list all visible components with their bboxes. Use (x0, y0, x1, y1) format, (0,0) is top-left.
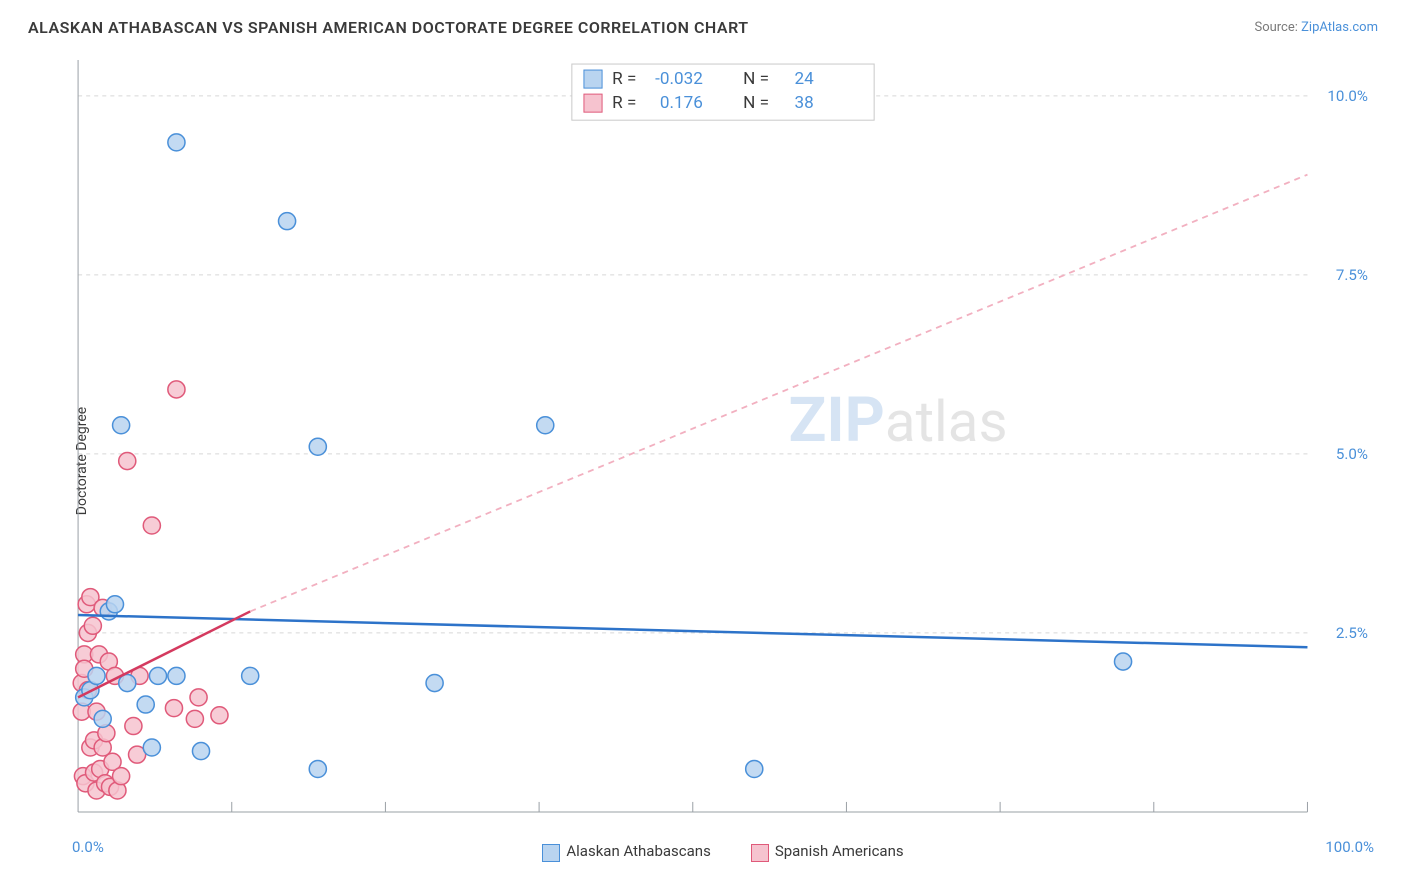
svg-text:N =: N = (743, 69, 769, 89)
svg-text:N =: N = (743, 93, 769, 113)
svg-text:5.0%: 5.0% (1336, 445, 1368, 463)
legend-label-athabascan: Alaskan Athabascans (566, 842, 710, 860)
svg-text:R =: R = (612, 69, 636, 89)
legend-label-spanish: Spanish Americans (775, 842, 904, 860)
svg-text:38: 38 (794, 93, 813, 113)
x-axis-max-label: 100.0% (1325, 838, 1374, 856)
legend-swatch-athabascan (542, 844, 560, 862)
svg-text:ZIPatlas: ZIPatlas (789, 384, 1008, 457)
chart-area: Doctorate Degree 2.5%5.0%7.5%10.0%ZIPatl… (28, 50, 1378, 872)
svg-text:10.0%: 10.0% (1327, 87, 1368, 105)
svg-text:24: 24 (794, 69, 814, 89)
chart-title: ALASKAN ATHABASCAN VS SPANISH AMERICAN D… (28, 18, 749, 37)
svg-text:0.176: 0.176 (660, 93, 703, 113)
svg-text:R =: R = (612, 93, 636, 113)
scatter-plot: 2.5% 5.0% 7.5% 10.0% ZIPatlas R = -0.032 N = 24 R… (68, 50, 1378, 832)
legend-item-athabascan: Alaskan Athabascans (542, 842, 710, 861)
source-attribution: Source: ZipAtlas.com (1254, 20, 1378, 35)
source-link[interactable]: ZipAtlas.com (1301, 20, 1378, 35)
legend-item-spanish: Spanish Americans (751, 842, 904, 861)
legend-swatch-spanish (751, 844, 769, 862)
svg-text:-0.032: -0.032 (655, 69, 703, 89)
source-label: Source: (1254, 20, 1301, 35)
x-axis-min-label: 0.0% (72, 838, 104, 856)
bottom-row: 0.0% Alaskan Athabascans Spanish America… (68, 832, 1378, 872)
svg-text:2.5%: 2.5% (1336, 624, 1368, 642)
svg-text:7.5%: 7.5% (1336, 266, 1368, 284)
